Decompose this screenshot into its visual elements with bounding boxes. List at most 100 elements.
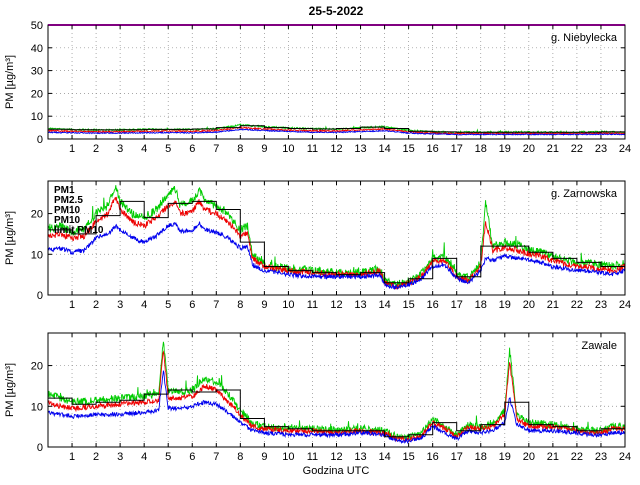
svg-text:22: 22 <box>571 299 583 311</box>
svg-text:6: 6 <box>189 299 195 311</box>
series-pm1 <box>48 370 625 445</box>
svg-text:10: 10 <box>31 401 43 413</box>
svg-text:19: 19 <box>499 299 511 311</box>
svg-text:18: 18 <box>475 299 487 311</box>
svg-text:16: 16 <box>427 299 439 311</box>
series-pm25 <box>48 126 625 136</box>
tick-marks <box>48 181 626 296</box>
series-group <box>48 123 625 136</box>
svg-text:4: 4 <box>141 451 147 463</box>
svg-text:23: 23 <box>595 143 607 155</box>
svg-text:15: 15 <box>403 299 415 311</box>
y-axis-label-1: PM [µg/m³] <box>4 55 16 109</box>
svg-text:18: 18 <box>475 143 487 155</box>
svg-text:22: 22 <box>571 143 583 155</box>
legend-item-pm10: PM10 <box>54 205 81 216</box>
svg-text:11: 11 <box>307 299 318 311</box>
svg-text:23: 23 <box>595 451 607 463</box>
svg-text:5: 5 <box>165 451 171 463</box>
svg-text:14: 14 <box>378 143 390 155</box>
svg-text:13: 13 <box>354 143 366 155</box>
panel-niebylecka: 1 2 3 4 5 6 7 8 9 10 11 12 13 14 15 16 17 18 19 20 21 22 23 240… <box>31 20 631 155</box>
svg-text:13: 13 <box>354 451 366 463</box>
svg-text:20: 20 <box>523 299 535 311</box>
svg-text:12: 12 <box>330 299 342 311</box>
series-pm10-hourly-step <box>48 125 625 133</box>
svg-text:17: 17 <box>451 143 463 155</box>
svg-text:7: 7 <box>213 143 219 155</box>
svg-text:7: 7 <box>213 299 219 311</box>
svg-text:24: 24 <box>619 299 631 311</box>
svg-text:18: 18 <box>475 451 487 463</box>
svg-text:12: 12 <box>330 143 342 155</box>
tick-labels: 1 2 3 4 5 6 7 8 9 10 11 12 13 14 15 16 17 18 19 20 21 22 23 240… <box>31 209 631 311</box>
chart-title: 25-5-2022 <box>309 4 364 18</box>
svg-text:4: 4 <box>141 143 147 155</box>
svg-text:17: 17 <box>451 451 463 463</box>
svg-text:8: 8 <box>237 451 243 463</box>
svg-text:19: 19 <box>499 143 511 155</box>
svg-text:3: 3 <box>117 299 123 311</box>
svg-text:19: 19 <box>499 451 511 463</box>
series-pm1 <box>48 221 625 291</box>
panel-zarnowska: 1 2 3 4 5 6 7 8 9 10 11 12 13 14 15 16 17 18 19 20 21 22 23 240… <box>31 180 631 311</box>
svg-text:0: 0 <box>37 290 43 302</box>
svg-text:15: 15 <box>403 451 415 463</box>
series-pm10-hourly-step <box>48 200 625 284</box>
series-pm1 <box>48 128 625 136</box>
svg-text:0: 0 <box>37 134 43 146</box>
svg-text:8: 8 <box>237 143 243 155</box>
svg-text:20: 20 <box>31 209 43 221</box>
panel-zawale: 1 2 3 4 5 6 7 8 9 10 11 12 13 14 15 16 17 18 19 20 21 22 23 240… <box>31 332 631 463</box>
svg-text:50: 50 <box>31 20 43 32</box>
svg-text:4: 4 <box>141 299 147 311</box>
svg-text:14: 14 <box>378 451 390 463</box>
svg-text:24: 24 <box>619 143 631 155</box>
svg-text:15: 15 <box>403 143 415 155</box>
svg-text:13: 13 <box>354 299 366 311</box>
svg-text:20: 20 <box>523 143 535 155</box>
tick-labels: 1 2 3 4 5 6 7 8 9 10 11 12 13 14 15 16 17 18 19 20 21 22 23 240… <box>31 361 631 463</box>
svg-text:11: 11 <box>307 143 318 155</box>
svg-text:1: 1 <box>69 451 75 463</box>
svg-text:5: 5 <box>165 143 171 155</box>
legend-item-pm25: PM2.5 <box>54 195 83 206</box>
svg-text:6: 6 <box>189 451 195 463</box>
grid <box>48 25 625 139</box>
svg-text:2: 2 <box>93 299 99 311</box>
svg-text:21: 21 <box>547 143 559 155</box>
legend: PM1 PM2.5 PM10 PM10 limit PM10 <box>54 185 104 236</box>
svg-text:22: 22 <box>571 451 583 463</box>
svg-text:23: 23 <box>595 299 607 311</box>
station-label-zawale: Zawale <box>582 340 617 352</box>
tick-marks <box>48 333 626 448</box>
svg-text:9: 9 <box>261 143 267 155</box>
svg-text:40: 40 <box>31 43 43 55</box>
svg-text:17: 17 <box>451 299 463 311</box>
svg-text:10: 10 <box>31 111 43 123</box>
svg-text:10: 10 <box>282 299 294 311</box>
svg-text:21: 21 <box>547 299 559 311</box>
series-pm10 <box>48 185 625 288</box>
svg-text:20: 20 <box>31 88 43 100</box>
y-axis-label-3: PM [µg/m³] <box>4 363 16 417</box>
legend-item-limit-pm10: limit PM10 <box>54 225 104 236</box>
station-label-niebylecka: g. Niebylecka <box>551 32 618 44</box>
svg-text:1: 1 <box>69 143 75 155</box>
series-group <box>48 341 625 445</box>
svg-text:8: 8 <box>237 299 243 311</box>
svg-text:24: 24 <box>619 451 631 463</box>
svg-text:9: 9 <box>261 451 267 463</box>
svg-text:16: 16 <box>427 451 439 463</box>
svg-text:10: 10 <box>282 451 294 463</box>
station-label-zarnowska: g. Zarnowska <box>551 188 618 200</box>
svg-text:21: 21 <box>547 451 559 463</box>
svg-text:30: 30 <box>31 66 43 78</box>
svg-text:10: 10 <box>282 143 294 155</box>
svg-text:11: 11 <box>307 451 318 463</box>
svg-text:0: 0 <box>37 442 43 454</box>
x-axis-label: Godzina UTC <box>303 465 370 477</box>
svg-text:14: 14 <box>378 299 390 311</box>
